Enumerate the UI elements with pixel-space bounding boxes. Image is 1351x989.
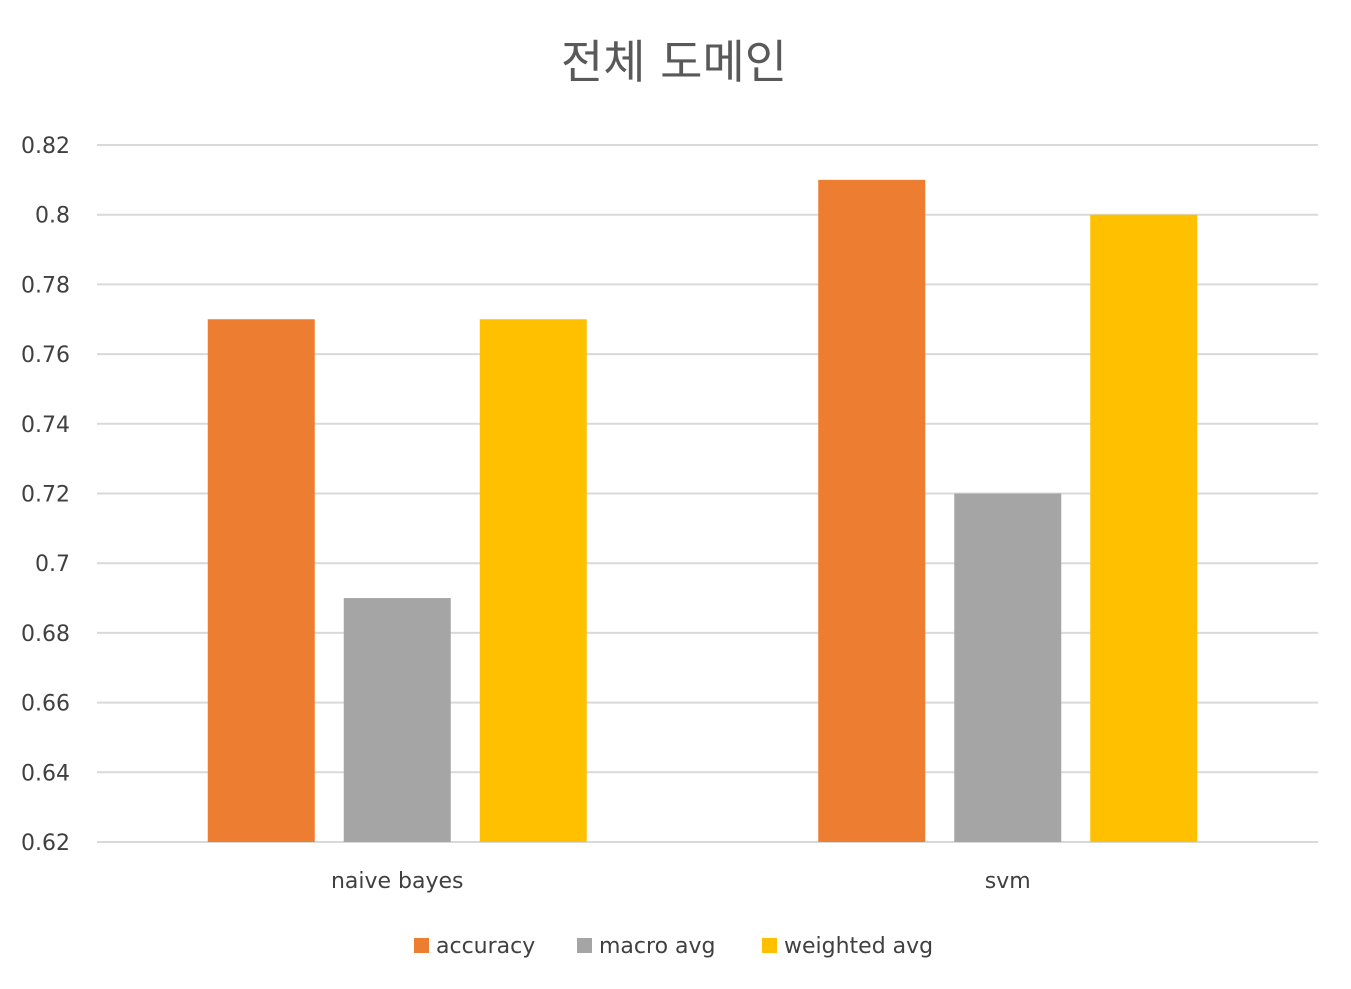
y-tick-label: 0.76 — [21, 343, 70, 368]
x-category-label: svm — [985, 869, 1031, 894]
bar-weighted-avg-naive-bayes — [479, 319, 587, 842]
legend-label-macro-avg: macro avg — [599, 934, 716, 959]
bar-accuracy-svm — [818, 179, 926, 843]
x-axis-categories: naive bayes svm — [331, 869, 1031, 894]
y-tick-label: 0.72 — [21, 483, 70, 508]
y-tick-label: 0.82 — [21, 134, 70, 159]
legend: accuracy macro avg weighted avg — [414, 934, 933, 959]
chart-title: 전체 도메인 — [561, 35, 787, 89]
bar-weighted-avg-svm — [1090, 214, 1198, 842]
bar-macro-avg-naive-bayes — [343, 598, 451, 842]
y-tick-label: 0.78 — [21, 273, 70, 298]
legend-label-accuracy: accuracy — [436, 934, 535, 959]
x-category-label: naive bayes — [331, 869, 464, 894]
y-axis-ticks: 0.62 0.64 0.66 0.68 0.7 0.72 0.74 0.76 0.78 0.8 0.… — [21, 134, 70, 856]
legend-swatch-macro-avg — [577, 938, 592, 953]
y-tick-label: 0.74 — [21, 413, 70, 438]
bar-macro-avg-svm — [954, 493, 1062, 842]
legend-swatch-accuracy — [414, 938, 429, 953]
y-tick-label: 0.66 — [21, 692, 70, 717]
y-tick-label: 0.8 — [35, 204, 70, 229]
legend-swatch-weighted-avg — [762, 938, 777, 953]
bar-accuracy-naive-bayes — [207, 319, 315, 842]
legend-label-weighted-avg: weighted avg — [784, 934, 933, 959]
y-tick-label: 0.68 — [21, 622, 70, 647]
y-tick-label: 0.64 — [21, 761, 70, 786]
y-tick-label: 0.7 — [35, 552, 70, 577]
bars — [207, 179, 1198, 843]
y-tick-label: 0.62 — [21, 831, 70, 856]
